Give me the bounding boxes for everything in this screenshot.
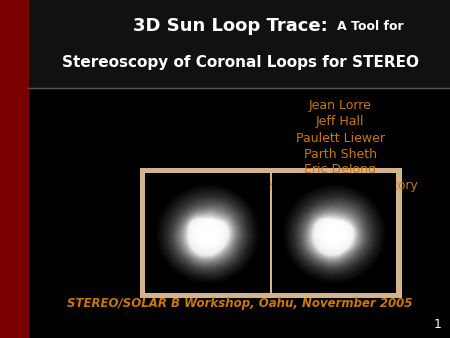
Text: Jean Lorre: Jean Lorre: [309, 99, 371, 113]
Text: Eric DeJong: Eric DeJong: [304, 164, 376, 176]
Text: Jet Propulsion Laboratory: Jet Propulsion Laboratory: [261, 179, 418, 193]
Bar: [0, 0, 28, 338]
Text: 1: 1: [434, 318, 442, 332]
Text: Parth Sheth: Parth Sheth: [303, 147, 377, 161]
Text: Jeff Hall: Jeff Hall: [316, 116, 364, 128]
Bar: [28, 0, 450, 88]
Text: Paulett Liewer: Paulett Liewer: [296, 131, 384, 145]
Bar: [140, 168, 402, 298]
Text: A Tool for: A Tool for: [337, 20, 403, 32]
Text: 3D Sun Loop Trace:: 3D Sun Loop Trace:: [133, 17, 328, 35]
Text: Stereoscopy of Coronal Loops for STEREO: Stereoscopy of Coronal Loops for STEREO: [62, 54, 418, 70]
Text: STEREO/SOLAR B Workshop, Oahu, Novermber 2005: STEREO/SOLAR B Workshop, Oahu, Novermber…: [68, 297, 413, 311]
